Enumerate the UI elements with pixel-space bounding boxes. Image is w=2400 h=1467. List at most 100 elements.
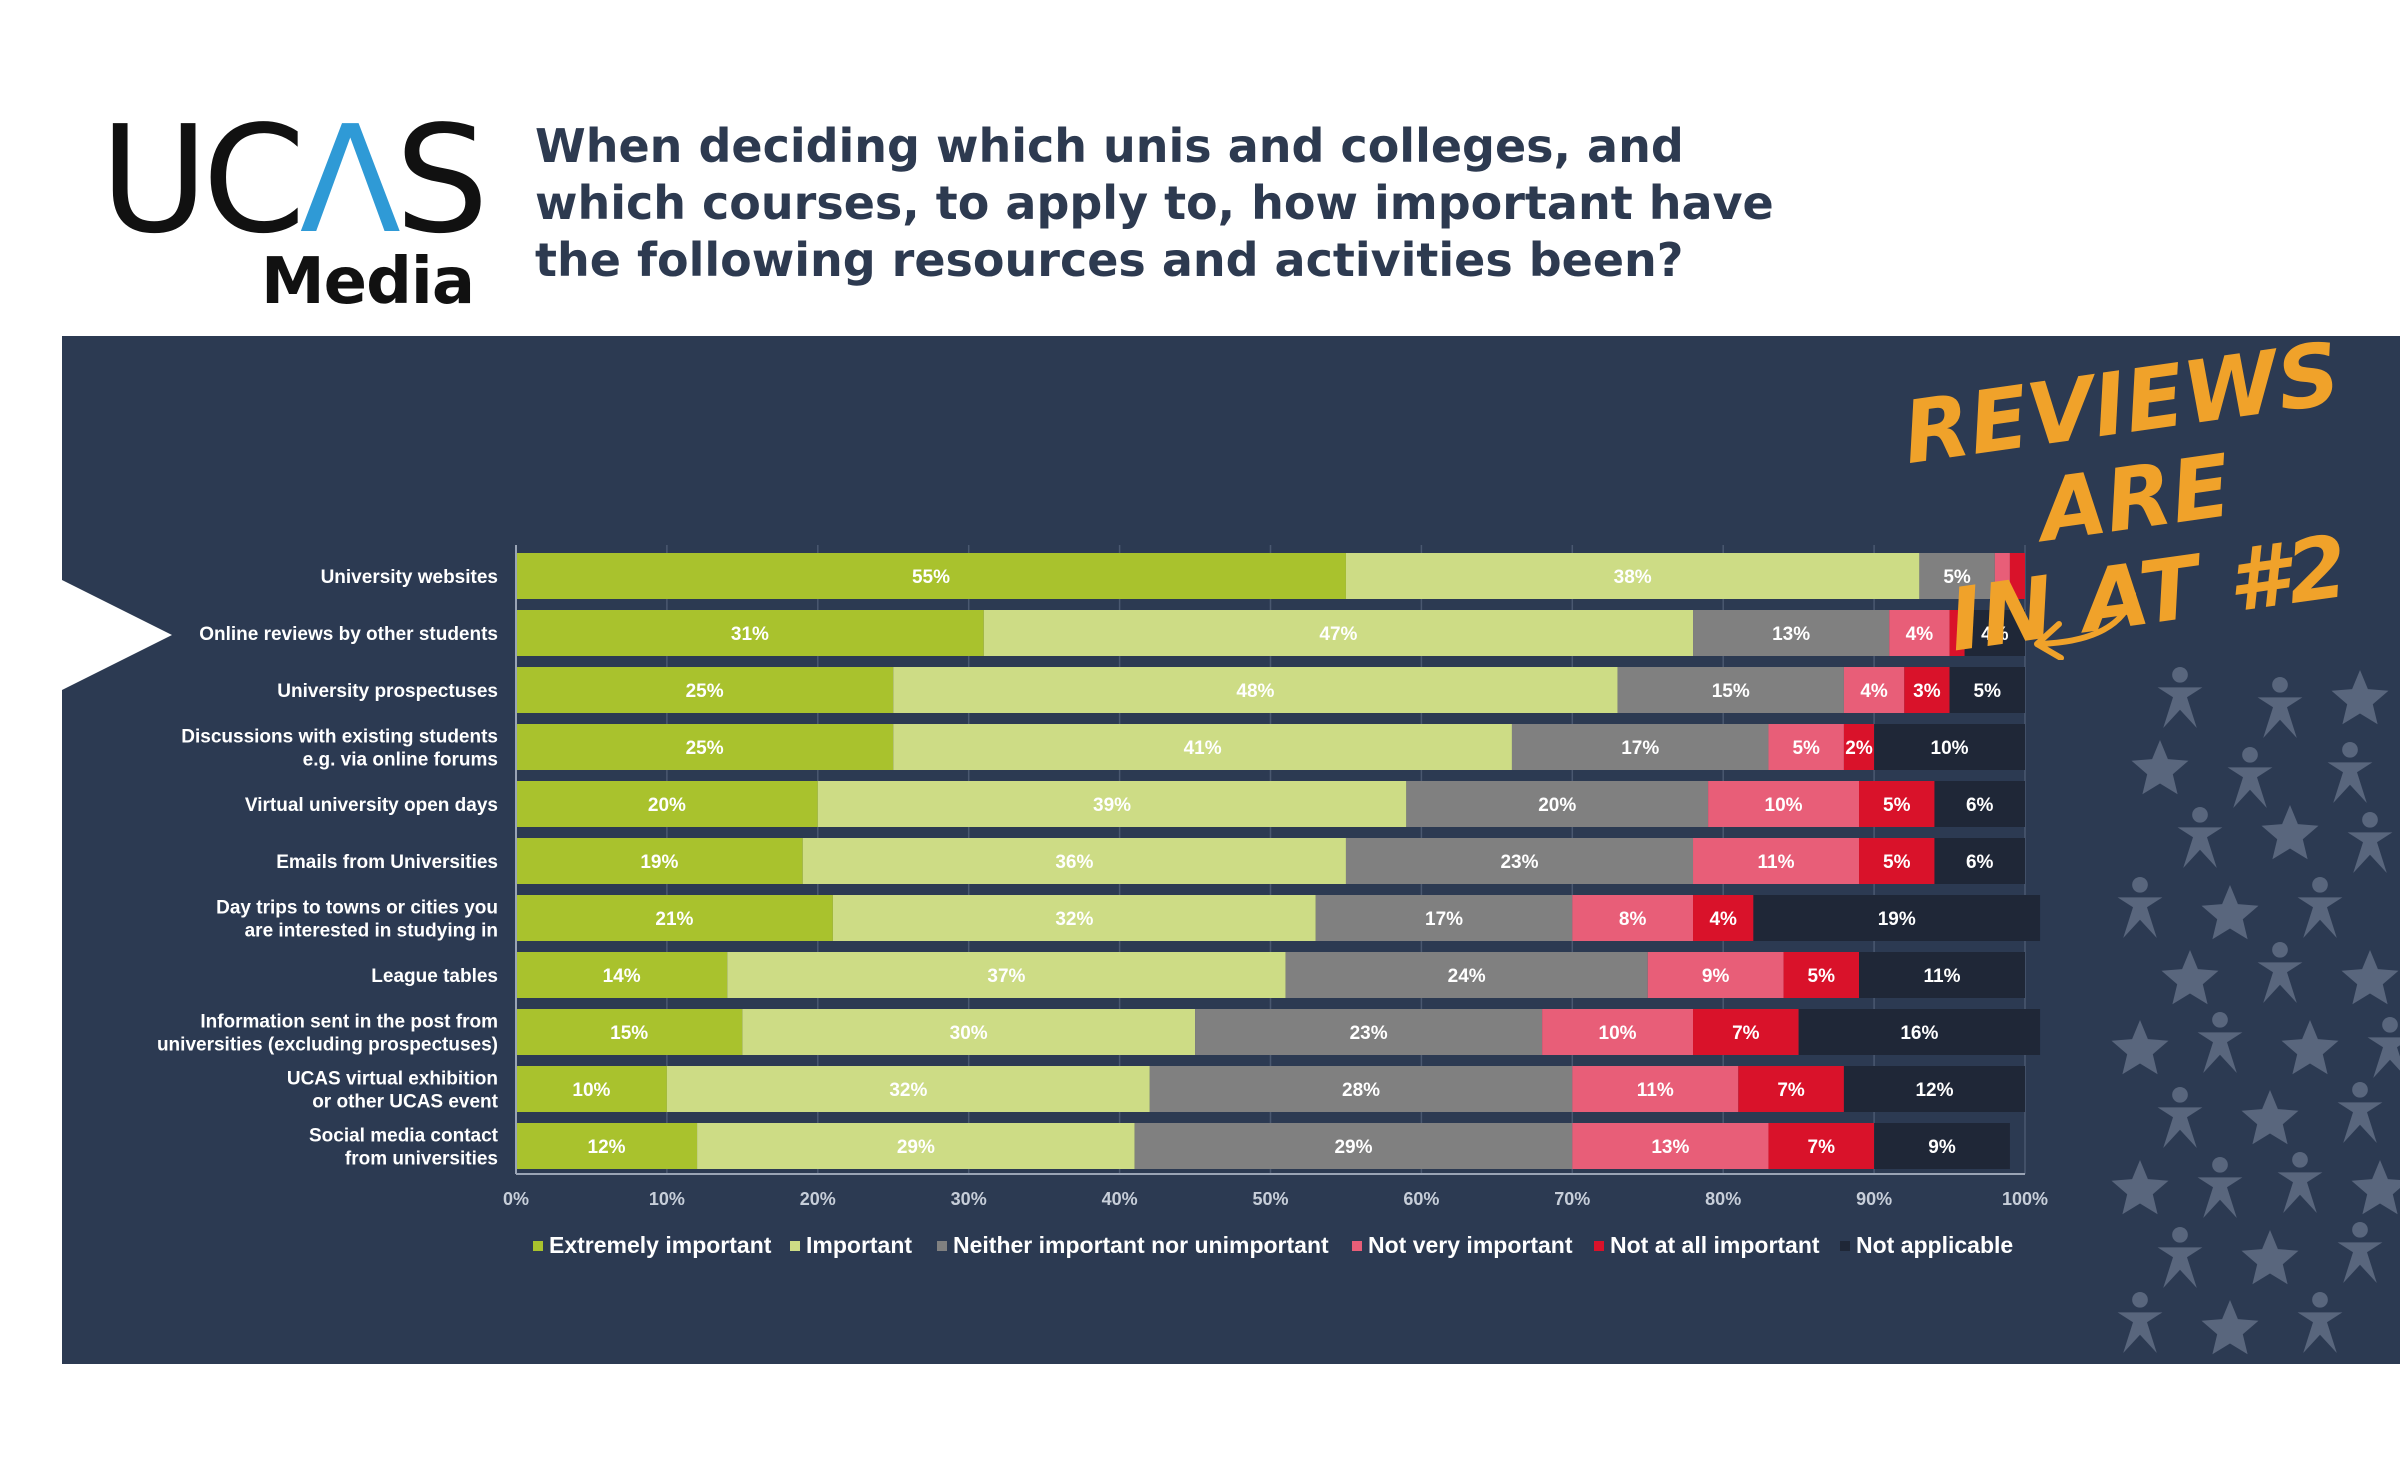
data-label: 32% <box>889 1080 927 1101</box>
category-label: e.g. via online forums <box>303 750 498 771</box>
data-label: 4% <box>1981 624 2009 645</box>
category-label: Day trips to towns or cities you <box>216 898 498 919</box>
bar-segment <box>1843 724 1875 770</box>
data-label: 6% <box>1966 795 1994 816</box>
bar-segment <box>742 1009 1196 1055</box>
bar-segment <box>1843 1066 2025 1112</box>
bar-segment <box>1406 781 1709 827</box>
callout-arrow-icon <box>2034 591 2136 660</box>
data-label: 7% <box>1777 1080 1805 1101</box>
bar-segment <box>1768 724 1844 770</box>
bar-segment <box>516 781 818 827</box>
bar-segment <box>1149 1066 1573 1112</box>
data-label: 14% <box>603 966 641 987</box>
bar-segment <box>1874 1123 2010 1169</box>
legend-label: Extremely important <box>549 1232 772 1258</box>
data-label: 29% <box>1334 1137 1372 1158</box>
bars <box>516 553 2041 1169</box>
data-label: 11% <box>1924 966 1961 987</box>
data-label: 9% <box>1702 966 1730 987</box>
x-tick-label: 100% <box>2002 1189 2048 1209</box>
bar-segment <box>893 667 1618 713</box>
legend-swatch <box>1352 1241 1362 1251</box>
bar-segment <box>516 952 728 998</box>
bar-segment <box>1753 895 2041 941</box>
data-label: 4% <box>1860 681 1888 702</box>
data-label: 23% <box>1350 1023 1388 1044</box>
people-stars-decoration <box>2111 666 2400 1355</box>
bar-segment <box>1934 838 2025 884</box>
bar-segment <box>983 610 1694 656</box>
bar-segment <box>516 1123 698 1169</box>
category-label: University websites <box>321 567 498 588</box>
category-label: or other UCAS event <box>312 1092 498 1113</box>
bar-segment <box>1693 610 1890 656</box>
data-label: 25% <box>686 738 724 759</box>
bar-segment <box>1994 553 2010 599</box>
bar-segment <box>1195 1009 1543 1055</box>
bar-segment <box>1693 895 1754 941</box>
x-tick-label: 60% <box>1403 1189 1439 1209</box>
data-label: 32% <box>1055 909 1093 930</box>
legend-swatch <box>533 1241 543 1251</box>
x-tick-label: 30% <box>951 1189 987 1209</box>
bar-segment <box>516 1009 743 1055</box>
category-label: from universities <box>345 1149 498 1170</box>
category-label: universities (excluding prospectuses) <box>157 1035 498 1056</box>
bar-segment <box>1693 1009 1799 1055</box>
x-tick-label: 40% <box>1102 1189 1138 1209</box>
data-label: 12% <box>1915 1080 1953 1101</box>
data-label: 38% <box>1614 567 1652 588</box>
legend-swatch <box>1594 1241 1604 1251</box>
bar-segment <box>1964 610 2025 656</box>
bar-segment <box>666 1066 1150 1112</box>
bar-segment <box>817 781 1407 827</box>
data-label: 5% <box>1943 567 1971 588</box>
bar-segment <box>1949 610 1965 656</box>
bar-segment <box>893 724 1512 770</box>
data-label: 23% <box>1500 852 1538 873</box>
data-label: 19% <box>1878 909 1916 930</box>
category-labels: University websites Online reviews by oth… <box>157 567 499 1170</box>
data-label: 28% <box>1342 1080 1380 1101</box>
data-label: 17% <box>1425 909 1463 930</box>
bar-segment <box>516 838 803 884</box>
category-label: Social media contact <box>309 1126 499 1147</box>
x-tick-label: 20% <box>800 1189 836 1209</box>
x-tick-label: 80% <box>1705 1189 1741 1209</box>
legend-swatch <box>1840 1241 1850 1251</box>
data-label: 5% <box>1883 795 1911 816</box>
bar-segment <box>1859 838 1935 884</box>
bar-segment <box>1798 1009 2041 1055</box>
bar-segment <box>1572 895 1694 941</box>
data-label: 11% <box>1758 852 1795 873</box>
data-label: 2% <box>1845 738 1873 759</box>
bar-segment <box>516 667 894 713</box>
data-label: 31% <box>731 624 769 645</box>
bar-segment <box>1738 1066 1844 1112</box>
category-label: Discussions with existing students <box>181 727 498 748</box>
bar-segment <box>1768 1123 1875 1169</box>
data-label: 5% <box>1792 738 1820 759</box>
data-label: 10% <box>1599 1023 1637 1044</box>
ucas-media-logo: UCΛS Media <box>100 105 489 319</box>
bar-segment <box>516 553 1346 599</box>
legend-label: Important <box>806 1232 912 1258</box>
data-label: 15% <box>610 1023 648 1044</box>
legend-label: Not very important <box>1368 1232 1573 1258</box>
bar-segment <box>1949 667 2025 713</box>
x-tick-label: 70% <box>1554 1189 1590 1209</box>
x-tick-label: 90% <box>1856 1189 1892 1209</box>
data-label: 41% <box>1184 738 1222 759</box>
data-label: 8% <box>1619 909 1647 930</box>
bar-segment <box>1572 1066 1739 1112</box>
data-label: 36% <box>1055 852 1093 873</box>
data-label: 5% <box>1883 852 1911 873</box>
x-axis: 0% 10% 20% 30% 40% 50% 60% 70% 80% 90% 100% <box>503 545 2048 1209</box>
data-label: 15% <box>1712 681 1750 702</box>
data-label: 19% <box>640 852 678 873</box>
data-label: 7% <box>1808 1137 1836 1158</box>
legend-swatch <box>937 1241 947 1251</box>
data-label: 10% <box>1931 738 1969 759</box>
data-label: 55% <box>912 567 950 588</box>
